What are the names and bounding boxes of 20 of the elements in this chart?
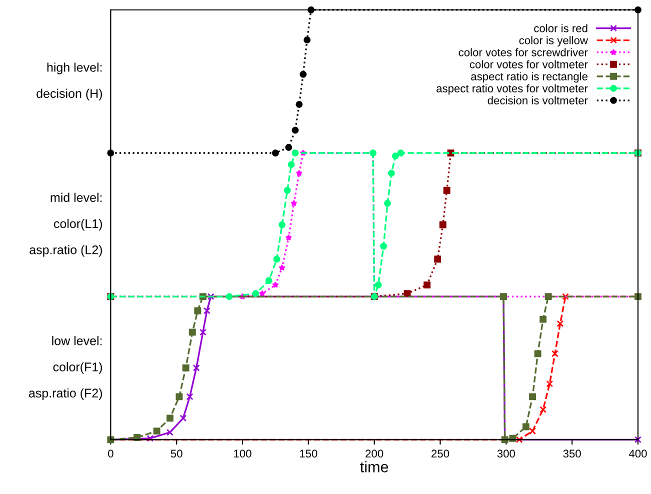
x-tick-label: 50 — [170, 450, 182, 458]
legend-label: color votes for screwdriver — [458, 48, 588, 56]
x-axis-title: time — [360, 461, 388, 472]
x-tick-label: 300 — [497, 450, 515, 458]
text: mid level: color(L1) asp.ratio (L2) — [30, 192, 102, 257]
x-tick-label: 100 — [234, 450, 252, 458]
text: high level: decision (H) — [36, 62, 102, 100]
x-tick-label: 150 — [300, 450, 318, 458]
text: low level: color(F1) asp.ratio (F2) — [28, 336, 102, 400]
legend-label: color is red — [534, 24, 588, 32]
legend-label: color votes for voltmeter — [470, 60, 588, 68]
x-tick-label: 200 — [366, 450, 384, 458]
legend-label: aspect ratio votes for voltmeter — [436, 84, 588, 95]
x-tick-label: 350 — [563, 450, 581, 458]
legend-label: aspect ratio is rectangle — [471, 72, 588, 83]
legend-label: color is yellow — [519, 36, 588, 46]
legend-label: decision is voltmeter — [488, 96, 588, 104]
x-tick-label: 250 — [432, 450, 450, 458]
x-tick-label: 0 — [108, 450, 114, 458]
x-tick-label: 400 — [628, 450, 647, 458]
